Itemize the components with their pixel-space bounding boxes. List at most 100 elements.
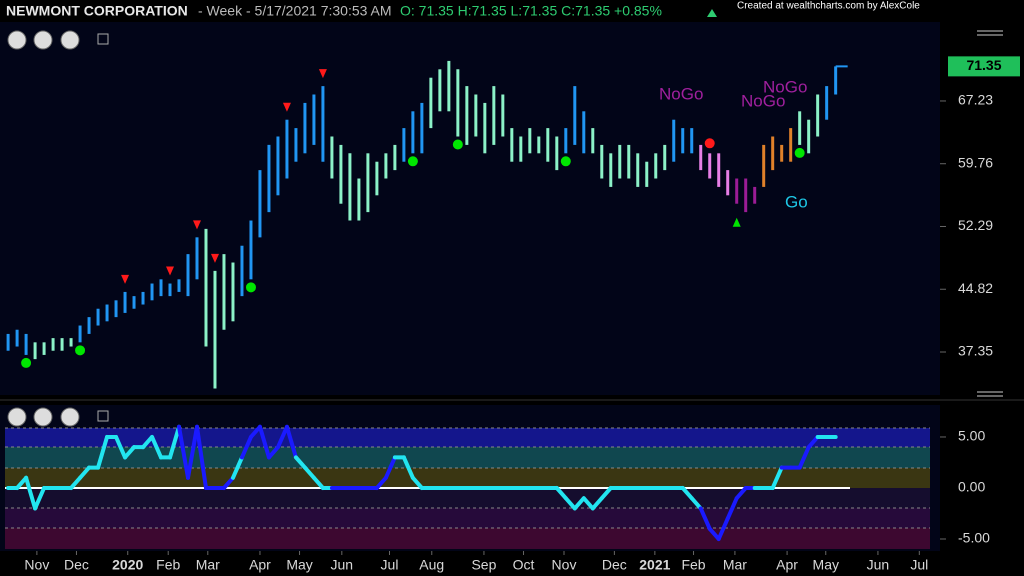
sell-signal xyxy=(318,69,327,79)
band xyxy=(5,528,930,549)
x-tick-label: Mar xyxy=(723,557,747,573)
oscillator-segment xyxy=(239,434,253,460)
x-tick-label: Feb xyxy=(156,557,180,573)
oscillator-segment xyxy=(716,516,730,542)
go-signal xyxy=(21,357,32,368)
oscillator-segment xyxy=(114,434,128,460)
x-tick-label: 2021 xyxy=(639,557,670,573)
button[interactable] xyxy=(33,407,53,427)
go-signal xyxy=(794,147,805,158)
x-tick-label: May xyxy=(813,557,839,573)
button[interactable] xyxy=(33,30,53,50)
button[interactable] xyxy=(7,30,27,50)
oscillator-segment xyxy=(680,485,694,501)
oscillator-segment xyxy=(401,455,415,480)
oscillator-segment xyxy=(374,475,388,490)
x-tick-label: Mar xyxy=(196,557,220,573)
x-tick-label: Apr xyxy=(249,557,271,573)
price-panel xyxy=(0,22,940,395)
oscillator-segment xyxy=(168,424,182,460)
oscillator-segment xyxy=(96,434,110,470)
go-signal xyxy=(75,345,86,356)
toolbar[interactable] xyxy=(7,30,1003,427)
y-tick-label: 44.82 xyxy=(958,280,993,296)
nogo-signal xyxy=(704,138,715,149)
oscillator-segment xyxy=(689,496,703,511)
sell-signal xyxy=(282,102,291,112)
oscillator-segment xyxy=(78,465,92,480)
sell-signal xyxy=(166,266,175,276)
y-tick-label: 37.35 xyxy=(958,343,993,359)
button[interactable] xyxy=(97,33,109,45)
sell-signal xyxy=(210,253,219,263)
oscillator-segment xyxy=(221,475,235,490)
oscillator-segment xyxy=(590,496,604,511)
oscillator-segment xyxy=(581,496,595,511)
x-tick-label: Nov xyxy=(552,557,577,573)
x-tick-label: Dec xyxy=(602,557,627,573)
band xyxy=(5,508,930,528)
oscillator-segment xyxy=(797,445,811,470)
button[interactable] xyxy=(7,407,27,427)
annotation: NoGo xyxy=(741,91,785,110)
x-tick-label: Jul xyxy=(381,557,399,573)
sell-signal xyxy=(192,220,201,230)
button[interactable] xyxy=(60,407,80,427)
go-signal xyxy=(407,156,418,167)
x-tick-label: Dec xyxy=(64,557,89,573)
band xyxy=(5,428,930,447)
x-tick-label: Jun xyxy=(331,557,354,573)
band xyxy=(5,468,930,488)
up-icon xyxy=(707,9,717,17)
x-tick-label: Jun xyxy=(867,557,890,573)
x-tick-label: Nov xyxy=(24,557,49,573)
y-tick-label: 52.29 xyxy=(958,217,993,233)
menu[interactable] xyxy=(977,30,1003,397)
oscillator-segment xyxy=(194,424,208,490)
button[interactable] xyxy=(97,410,109,422)
x-tick-label: Oct xyxy=(513,557,535,573)
oscillator-segment xyxy=(572,496,586,511)
y-tick-label: 0.00 xyxy=(958,479,985,495)
oscillator-segment xyxy=(257,424,271,460)
x-tick-label: 2020 xyxy=(112,557,143,573)
x-tick-label: Apr xyxy=(776,557,798,573)
oscillator-segment xyxy=(275,424,289,450)
y-tick-label: 67.23 xyxy=(958,92,993,108)
y-tick-label: -5.00 xyxy=(958,530,990,546)
x-tick-label: Feb xyxy=(681,557,705,573)
oscillator-segment xyxy=(230,455,244,480)
button[interactable] xyxy=(60,30,80,50)
oscillator-segment xyxy=(599,485,613,501)
annotation: Go xyxy=(785,192,808,211)
go-signal xyxy=(452,139,463,150)
oscillator-segment xyxy=(284,424,298,460)
oscillator-segment xyxy=(33,485,47,511)
oscillator-segment xyxy=(770,465,784,490)
oscillator-segment xyxy=(293,455,307,470)
go-signal xyxy=(245,282,256,293)
oscillator-segment xyxy=(24,475,38,511)
oscillator-segment xyxy=(266,445,280,460)
oscillator-segment xyxy=(806,434,820,450)
oscillator-segment xyxy=(563,496,577,511)
oscillator-segment xyxy=(141,434,155,450)
band xyxy=(5,447,930,468)
annotation: NoGo xyxy=(763,77,807,96)
oscillator-segment xyxy=(554,485,568,501)
oscillator-segment xyxy=(734,485,748,501)
x-tick-label: Aug xyxy=(419,557,444,573)
credit: Created at wealthcharts.com by AlexCole xyxy=(737,1,920,12)
oscillator-segment xyxy=(725,496,739,521)
oscillator-segment xyxy=(123,445,137,460)
last-price-box xyxy=(948,56,1020,77)
x-tick-label: May xyxy=(286,557,312,573)
oscillator-segment xyxy=(69,475,83,490)
go-signal xyxy=(560,156,571,167)
symbol: NEWMONT CORPORATION xyxy=(6,3,188,19)
sell-signal xyxy=(121,274,130,284)
oscillator-segment xyxy=(707,526,721,542)
oscillator-segment xyxy=(410,475,424,490)
oscillator-segment xyxy=(311,475,325,490)
oscillator-segment xyxy=(186,424,199,480)
